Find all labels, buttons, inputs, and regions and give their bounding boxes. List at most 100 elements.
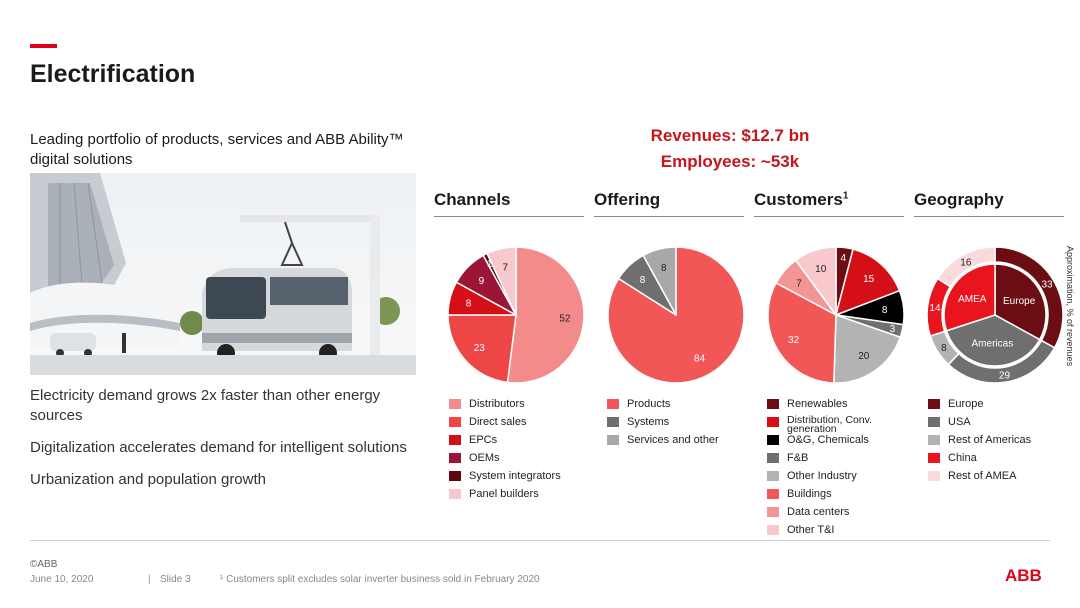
geography-value-label: 14	[929, 303, 941, 314]
legend-swatch	[767, 399, 779, 409]
legend-swatch	[607, 435, 619, 445]
geography-value-label: 8	[941, 343, 947, 354]
geography-title-text: Geography	[914, 190, 1004, 209]
geography-slice-rest-of-amea	[936, 246, 996, 288]
bullet-item: Digitalization accelerates demand for in…	[30, 439, 407, 456]
legend-label: System integrators	[469, 470, 561, 482]
geography-legend-item: Rest of AMEA	[928, 470, 1078, 488]
legend-label: Data centers	[787, 506, 850, 518]
customers-legend-item: Distribution, Conv. generation	[767, 414, 917, 435]
customers-value-label: 20	[858, 351, 870, 362]
channels-slice-panel-builders	[486, 246, 517, 316]
abb-logo: ABB	[1005, 566, 1042, 585]
geography-value-label: 29	[999, 370, 1011, 381]
legend-swatch	[928, 435, 940, 445]
customers-value-label: 7	[796, 278, 802, 289]
legend-label: Direct sales	[469, 416, 527, 428]
channels-legend-item: Panel builders	[449, 488, 599, 506]
channels-value-label: 1	[487, 259, 493, 270]
offering-legend: Products Systems Services and other	[607, 398, 757, 452]
copyright: ©ABB	[30, 559, 58, 570]
channels-pie-chart: 52 23 891 7	[447, 246, 585, 384]
channels-legend: Distributors Direct sales EPCs OEMs System i…	[449, 398, 599, 506]
channels-slice-distributors	[506, 246, 585, 384]
legend-label: F&B	[787, 452, 809, 464]
offering-value-label: 84	[694, 353, 706, 364]
customers-pie-chart: 4 15 83 20 32 7 10	[767, 246, 905, 384]
legend-label: Panel builders	[469, 488, 539, 500]
customers-value-label: 32	[788, 335, 800, 346]
approximation-note: Approximation, % of revenues	[1064, 246, 1076, 396]
offering-legend-item: Services and other	[607, 434, 757, 452]
customers-slice-distribution-conv-generation	[834, 248, 901, 317]
customers-value-label: 4	[841, 253, 847, 264]
offering-legend-item: Products	[607, 398, 757, 416]
footer: June 10, 2020 | Slide 3 ¹ Customers spli…	[30, 574, 540, 585]
legend-swatch	[767, 417, 779, 427]
legend-label: China	[948, 452, 977, 464]
channels-title: Channels	[434, 190, 584, 217]
footnote: ¹ Customers split excludes solar inverte…	[220, 574, 540, 585]
offering-pie-chart: 84 8 8	[607, 246, 745, 384]
customers-slice-other-t-i	[794, 246, 837, 318]
footer-separator: |	[148, 574, 151, 585]
legend-label: Services and other	[627, 434, 719, 446]
channels-legend-item: OEMs	[449, 452, 599, 470]
channels-legend-item: EPCs	[449, 434, 599, 452]
channels-value-label: 52	[559, 314, 571, 325]
customers-value-label: 8	[882, 305, 888, 316]
legend-label: Products	[627, 398, 671, 410]
legend-swatch	[928, 399, 940, 409]
customers-slice-buildings	[767, 281, 837, 384]
geography-legend-item: China	[928, 452, 1078, 470]
geography-region-europe	[994, 263, 1047, 341]
revenues-kpi: Revenues: $12.7 bn	[650, 126, 810, 145]
geography-title: Geography	[914, 190, 1064, 217]
customers-legend: Renewables Distribution, Conv. generation…	[767, 398, 917, 542]
legend-swatch	[449, 489, 461, 499]
legend-label: Distribution, Conv. generation	[787, 414, 873, 435]
channels-legend-item: Distributors	[449, 398, 599, 416]
legend-swatch	[928, 453, 940, 463]
legend-label: O&G, Chemicals	[787, 434, 869, 446]
channels-slice-direct-sales	[447, 314, 517, 384]
legend-label: USA	[948, 416, 971, 428]
geography-region-amea	[943, 263, 996, 332]
offering-value-label: 8	[640, 275, 646, 286]
page-title: Electrification	[30, 60, 196, 88]
geography-donut-chart: 33 29 8 14 16 Europe Americas AMEA	[926, 246, 1064, 384]
bus-illustration	[30, 173, 416, 375]
customers-legend-item: Other T&I	[767, 524, 917, 542]
legend-swatch	[607, 399, 619, 409]
channels-title-text: Channels	[434, 190, 511, 209]
geography-value-label: 16	[960, 257, 972, 268]
offering-title: Offering	[594, 190, 744, 217]
geography-value-label: 33	[1042, 280, 1054, 291]
legend-swatch	[449, 435, 461, 445]
legend-swatch	[767, 489, 779, 499]
customers-value-label: 10	[815, 264, 827, 275]
customers-value-label: 15	[863, 274, 875, 285]
legend-label: EPCs	[469, 434, 498, 446]
legend-label: Other T&I	[787, 524, 835, 536]
geography-region-label: Americas	[972, 338, 1014, 349]
bullet-item: Urbanization and population growth	[30, 471, 266, 488]
geography-region-americas	[945, 314, 1041, 367]
geography-legend-item: USA	[928, 416, 1078, 434]
legend-label: Europe	[948, 398, 984, 410]
customers-title: Customers1	[754, 190, 904, 217]
approximation-note-text: Approximation, % of revenues	[1065, 246, 1075, 367]
customers-title-text: Customers	[754, 190, 843, 209]
customers-slice-other-industry	[833, 313, 902, 384]
channels-legend-item: Direct sales	[449, 416, 599, 434]
channels-value-label: 7	[503, 263, 509, 274]
legend-label: Rest of AMEA	[948, 470, 1017, 482]
customers-value-label: 3	[890, 324, 896, 335]
offering-value-label: 8	[661, 263, 667, 274]
page-subtitle: Leading portfolio of products, services …	[30, 131, 404, 168]
customers-legend-item: Buildings	[767, 488, 917, 506]
geography-region-label: Europe	[1003, 296, 1036, 307]
geography-region-label: AMEA	[958, 294, 987, 305]
legend-label: OEMs	[469, 452, 500, 464]
footer-divider	[30, 540, 1050, 541]
